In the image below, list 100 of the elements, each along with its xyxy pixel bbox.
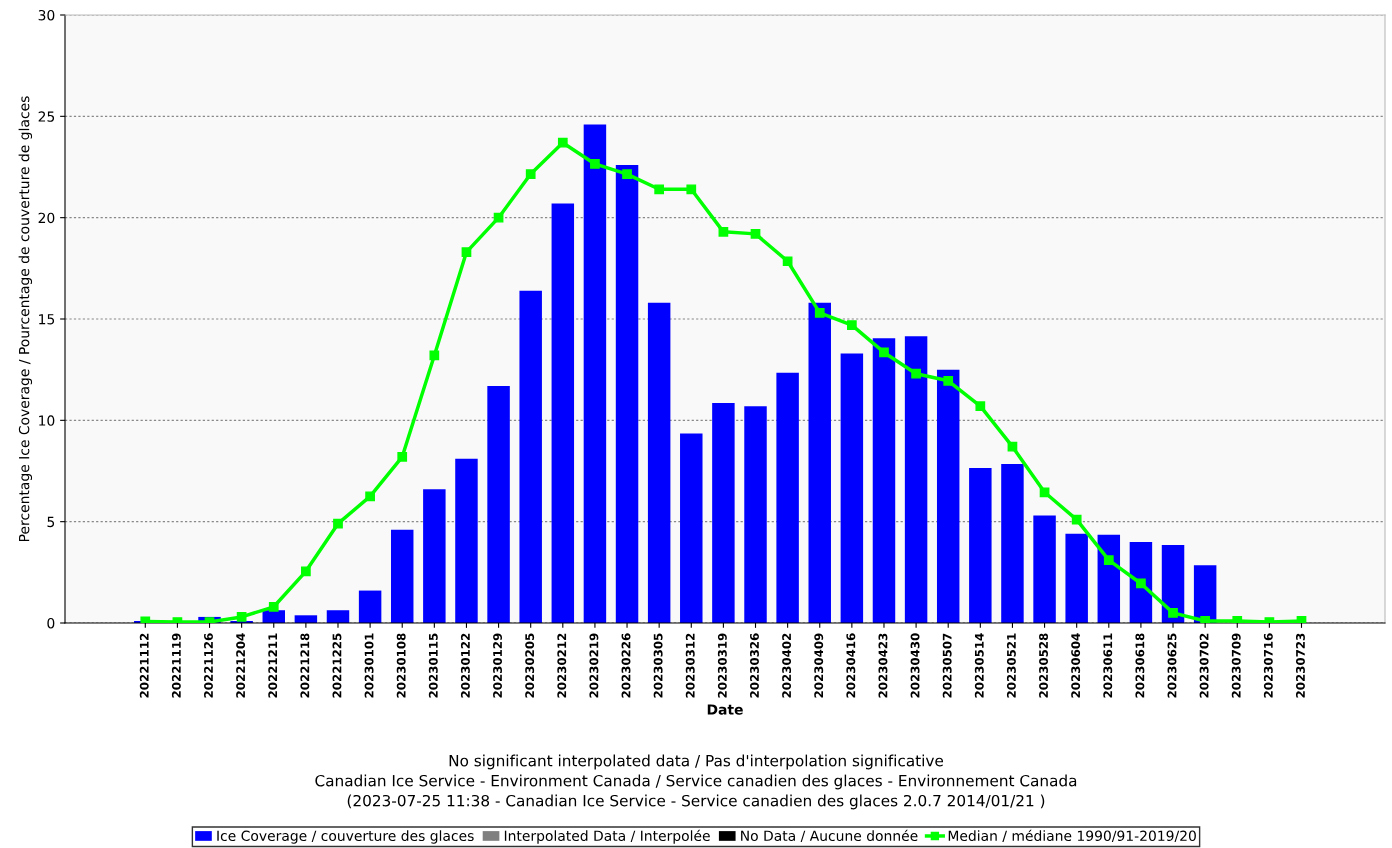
y-tick-label: 30	[38, 9, 55, 21]
x-tick-label: 20221218	[300, 633, 310, 698]
point	[301, 566, 311, 577]
x-tick-label: 20230205	[525, 633, 535, 698]
text: No significant interpolated data / Pas d'interpolation significative	[449, 754, 944, 770]
x-tick-label: 20230312	[685, 633, 695, 698]
point	[686, 184, 697, 195]
point	[557, 137, 568, 148]
bar	[1161, 544, 1185, 623]
x-tick-label: 20230514	[974, 633, 984, 698]
y-tick-label: 25	[38, 111, 55, 122]
bar	[1065, 533, 1088, 623]
point	[654, 184, 665, 195]
bar	[615, 164, 639, 623]
x-tick-label: 20230226	[621, 633, 631, 698]
point	[1039, 487, 1050, 498]
x-tick-label: 20230212	[557, 633, 567, 698]
x-tick-label: 20230326	[750, 633, 759, 698]
x-tick-label: 20230101	[364, 633, 374, 698]
bar	[487, 385, 510, 623]
bar	[551, 203, 575, 623]
x-tick-label: 20221204	[236, 633, 246, 698]
point	[750, 229, 761, 239]
bar	[936, 369, 960, 623]
x-tick-label: 20230423	[878, 633, 888, 698]
bar	[969, 467, 992, 623]
point	[461, 247, 472, 257]
legend-label: Ice Coverage / couverture des glaces	[217, 830, 474, 844]
point	[397, 451, 408, 462]
y-tick-label: 5	[47, 516, 55, 528]
y-tick-label: 20	[38, 212, 55, 224]
legend-label: No Data / Aucune donnée	[741, 829, 918, 843]
x-tick-label: 20221112	[139, 633, 149, 698]
point	[911, 368, 921, 379]
point	[590, 159, 600, 169]
x-tick-label: 20230129	[493, 633, 502, 698]
x-tick-label: 20230528	[1039, 633, 1048, 698]
bar	[390, 529, 414, 623]
x-tick-label: 20230702	[1199, 633, 1209, 698]
point	[1136, 578, 1146, 589]
bar	[712, 403, 735, 623]
bar	[1097, 534, 1121, 623]
bar	[1193, 565, 1217, 623]
point	[943, 375, 954, 386]
bar	[423, 489, 446, 623]
bar	[358, 590, 382, 623]
legend-label: Median / médiane 1990/91-2019/20	[948, 829, 1196, 843]
point	[1071, 514, 1082, 525]
bar	[840, 353, 864, 623]
bar	[583, 124, 607, 623]
x-tick-label: 20230416	[846, 633, 856, 698]
point	[365, 491, 375, 502]
x-tick-label: 20230507	[942, 633, 952, 698]
bar	[680, 433, 703, 623]
point	[429, 350, 440, 361]
bar	[519, 290, 542, 623]
point	[879, 347, 889, 358]
bar	[1129, 541, 1153, 623]
bar	[1033, 515, 1056, 623]
x-tick-label: 20230716	[1263, 633, 1273, 698]
x-tick-label: 20230122	[460, 633, 470, 698]
x-tick-label: 20230305	[653, 633, 663, 698]
text: Canadian Ice Service - Environment Canada / Service canadien des glaces - Environnement Canada	[315, 774, 1077, 790]
x-tick-label: 20230108	[396, 633, 406, 698]
point	[1103, 555, 1114, 566]
y-axis-title: Percentage Ice Coverage / Pourcentage de couverture de glaces	[18, 96, 33, 542]
point	[493, 212, 504, 223]
x-tick-label: 20230611	[1103, 633, 1113, 698]
point	[782, 256, 793, 267]
point	[814, 308, 825, 318]
x-tick-label: 20221211	[268, 633, 278, 698]
x-tick-label: 20230521	[1006, 633, 1016, 698]
bar	[904, 336, 928, 623]
text: (2023-07-25 11:38 - Canadian Ice Service - Service canadien des glaces 2.0.7 2014/01/21 )	[347, 794, 1045, 810]
x-tick-label: 20230115	[428, 633, 438, 698]
point	[718, 226, 729, 237]
bar	[647, 302, 671, 623]
x-tick-label: 20230709	[1231, 633, 1241, 698]
x-axis-title: Date	[707, 704, 743, 715]
x-tick-label: 20230625	[1167, 633, 1177, 698]
x-tick-label: 20230723	[1295, 633, 1305, 698]
y-tick-label: 0	[47, 617, 55, 629]
x-tick-label: 20230430	[910, 633, 920, 698]
point	[1168, 608, 1178, 618]
bar	[808, 302, 831, 623]
x-tick-label: 20221126	[204, 633, 213, 698]
bar	[872, 338, 896, 623]
x-tick-label: 20230319	[717, 633, 727, 698]
x-tick-label: 20230219	[589, 633, 599, 698]
x-tick-label: 20221225	[332, 633, 342, 698]
bar	[744, 406, 767, 623]
bar	[455, 458, 478, 623]
x-tick-label: 20221119	[171, 633, 181, 698]
bar	[326, 610, 350, 623]
y-tick-label: 10	[39, 415, 55, 426]
x-tick-label: 20230402	[782, 633, 792, 698]
point	[268, 601, 279, 612]
point	[846, 320, 857, 330]
x-tick-label: 20230604	[1071, 633, 1081, 698]
point	[525, 169, 536, 179]
